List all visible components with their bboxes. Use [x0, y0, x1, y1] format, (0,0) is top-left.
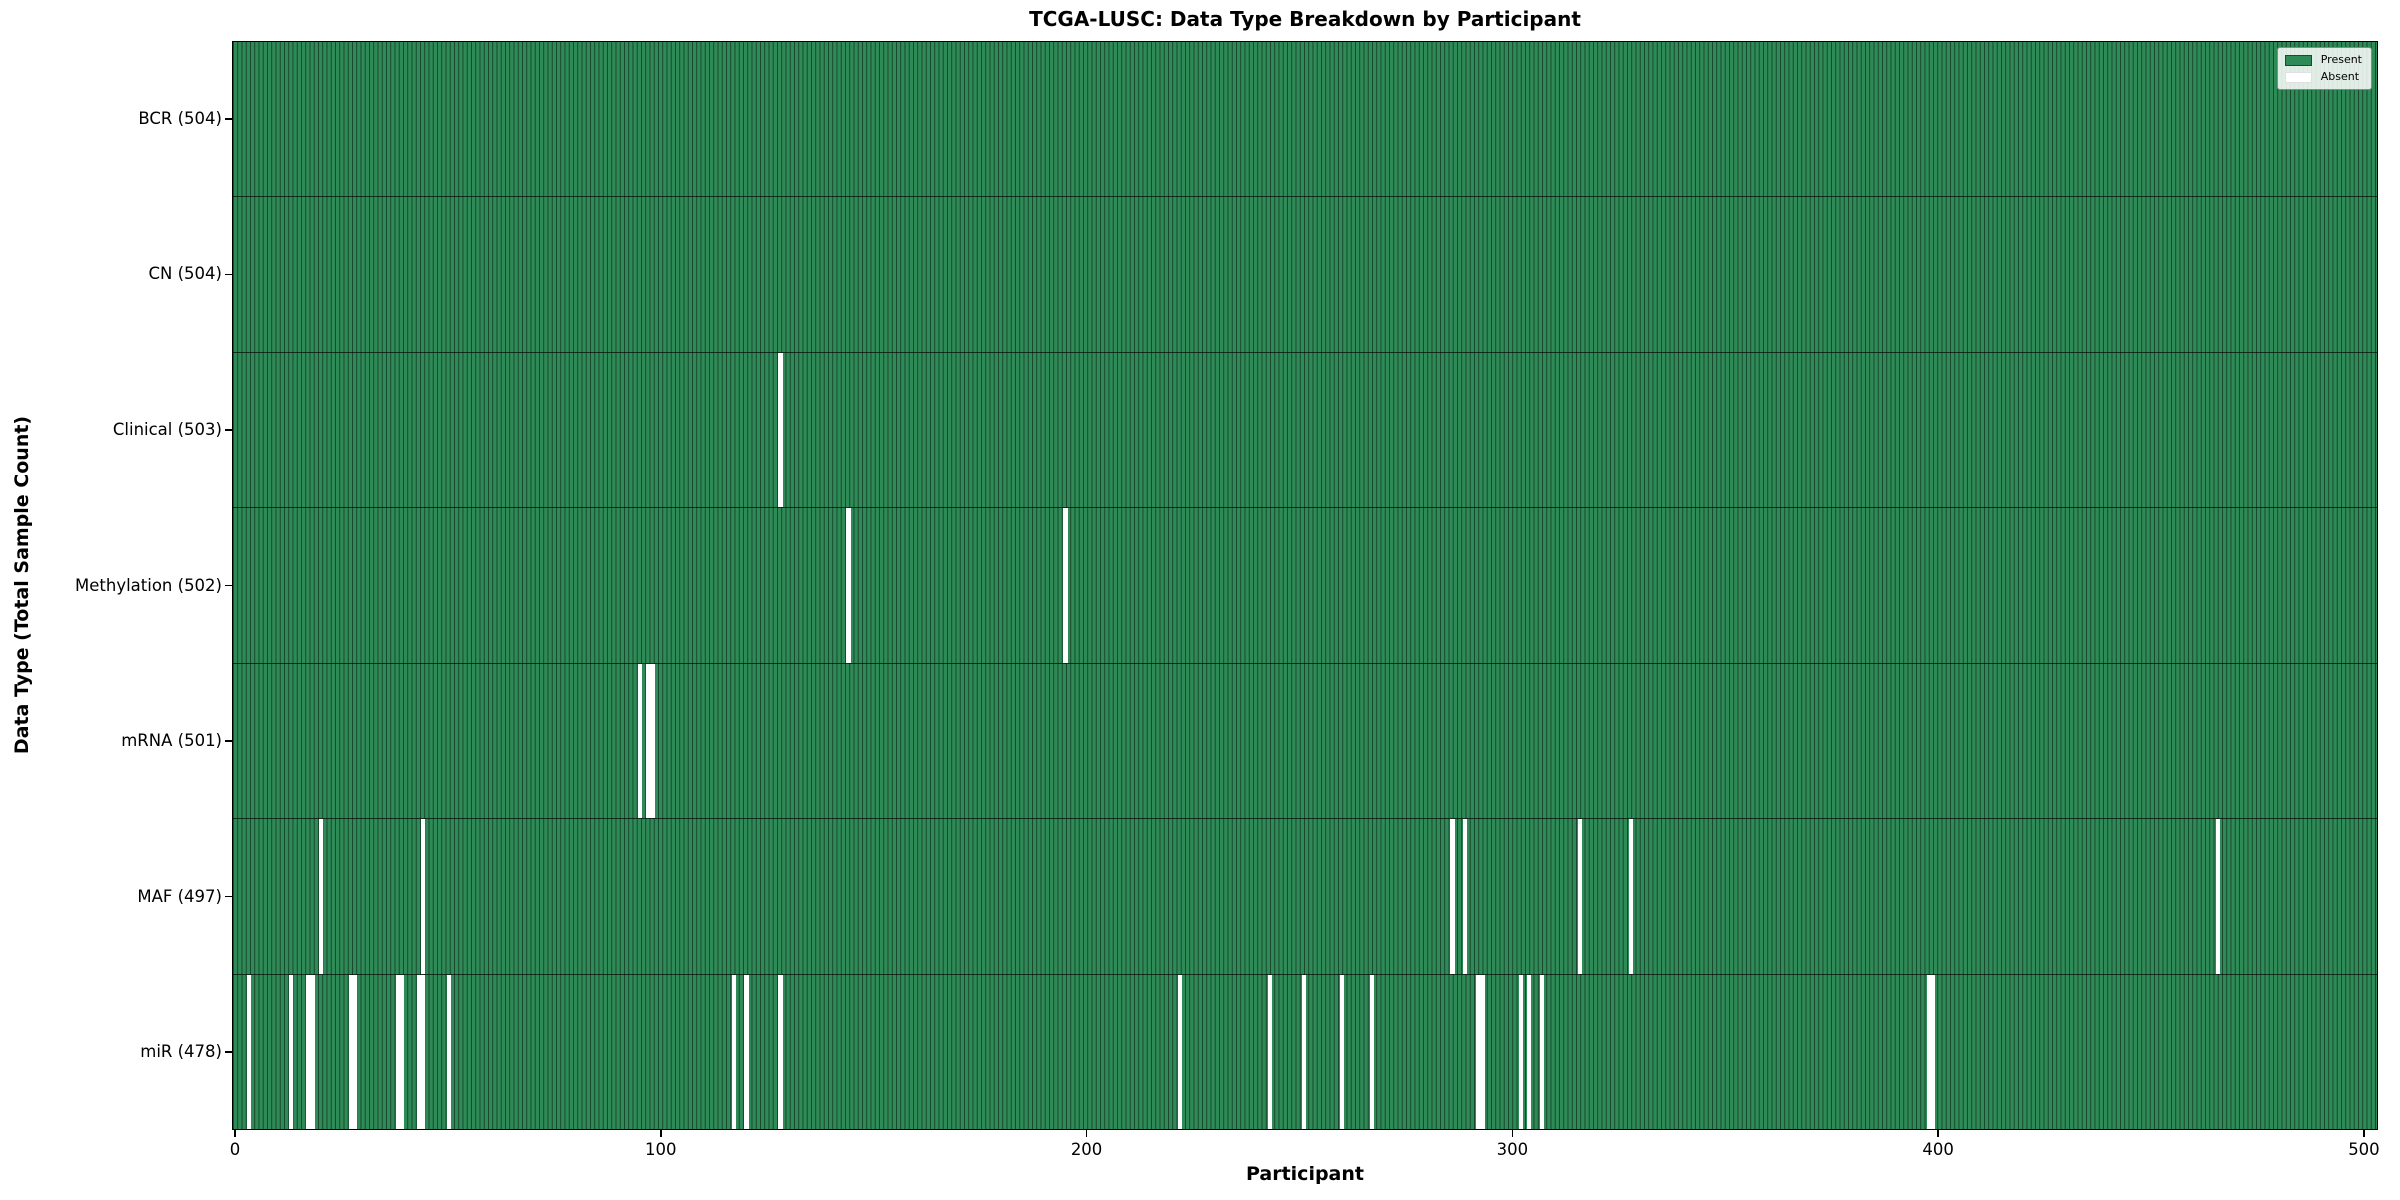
- absent-stripe: [646, 663, 651, 819]
- absent-stripe: [421, 974, 426, 1129]
- absent-stripe: [306, 974, 311, 1129]
- absent-stripe: [731, 974, 736, 1129]
- absent-stripe: [1926, 974, 1932, 1129]
- absent-stripe: [318, 819, 324, 974]
- heatmap-row-bcr: [233, 42, 2377, 198]
- heatmap-row-clinical: [233, 352, 2377, 509]
- absent-stripe: [846, 508, 851, 663]
- absent-stripe: [1539, 974, 1545, 1129]
- y-tick-mark: [225, 117, 232, 120]
- absent-stripe: [650, 663, 655, 819]
- x-tick-label-200: 200: [1070, 1140, 1103, 1159]
- x-tick-mark: [659, 1130, 662, 1137]
- legend-swatch-present-icon: [2284, 54, 2312, 66]
- y-tick-label-methylation: Methylation (502): [75, 575, 222, 595]
- y-tick-label-clinical: Clinical (503): [112, 419, 222, 439]
- x-tick-mark: [2363, 1130, 2365, 1137]
- absent-stripe: [399, 974, 404, 1129]
- absent-stripe: [416, 974, 422, 1129]
- absent-stripe: [246, 974, 251, 1129]
- y-tick-label-mrna: mRNA (501): [121, 731, 222, 751]
- absent-stripe: [310, 974, 315, 1129]
- legend-label: Present: [2320, 53, 2362, 66]
- absent-stripe: [1527, 974, 1532, 1129]
- legend-item-absent: Absent: [2284, 70, 2362, 83]
- y-tick-mark: [225, 429, 232, 431]
- y-tick-mark: [225, 1051, 232, 1053]
- absent-stripe: [352, 974, 358, 1129]
- absent-stripe: [1629, 819, 1634, 974]
- x-axis-label: Participant: [1245, 1163, 1364, 1185]
- absent-stripe: [395, 974, 400, 1129]
- absent-stripe: [348, 974, 353, 1129]
- chart-title: TCGA-LUSC: Data Type Breakdown by Partic…: [1029, 7, 1581, 31]
- x-tick-mark: [1085, 1130, 1088, 1137]
- heatmap-row-cn: [233, 197, 2377, 353]
- absent-stripe: [1267, 974, 1272, 1129]
- x-tick-label-500: 500: [2348, 1140, 2380, 1159]
- absent-stripe: [1463, 819, 1468, 974]
- y-tick-label-mir: miR (478): [140, 1042, 222, 1062]
- absent-stripe: [289, 974, 294, 1129]
- heatmap-row-mrna: [233, 663, 2377, 820]
- absent-stripe: [1450, 819, 1455, 974]
- heatmap-row-mir: [233, 974, 2377, 1129]
- y-tick-mark: [225, 273, 232, 276]
- absent-stripe: [1476, 974, 1481, 1129]
- absent-stripe: [1518, 974, 1523, 1129]
- x-tick-label-400: 400: [1922, 1140, 1954, 1159]
- plot-area: Present Absent: [232, 41, 2378, 1130]
- absent-stripe: [1480, 974, 1485, 1129]
- heatmap-row-methylation: [233, 508, 2377, 664]
- y-tick-label-maf: MAF (497): [137, 886, 222, 906]
- x-tick-label-100: 100: [645, 1140, 677, 1159]
- legend-label: Absent: [2320, 70, 2360, 83]
- absent-stripe: [778, 974, 783, 1129]
- absent-stripe: [1578, 819, 1583, 974]
- legend: Present Absent: [2276, 47, 2372, 90]
- absent-stripe: [1369, 974, 1374, 1129]
- absent-stripe: [421, 819, 426, 974]
- absent-stripe: [637, 663, 643, 819]
- y-tick-mark: [225, 740, 232, 742]
- x-tick-mark: [1511, 1130, 1514, 1137]
- absent-stripe: [1339, 974, 1345, 1129]
- absent-stripe: [446, 974, 451, 1129]
- y-tick-mark: [225, 895, 232, 898]
- x-tick-mark: [1937, 1130, 1939, 1137]
- legend-swatch-absent-icon: [2284, 71, 2312, 83]
- x-tick-label-300: 300: [1496, 1140, 1529, 1159]
- y-tick-label-bcr: BCR (504): [138, 108, 222, 128]
- y-tick-mark: [225, 584, 232, 587]
- legend-item-present: Present: [2284, 53, 2362, 66]
- absent-stripe: [744, 974, 749, 1129]
- absent-stripe: [778, 352, 783, 508]
- absent-stripe: [1178, 974, 1183, 1129]
- heatmap-row-maf: [233, 819, 2377, 975]
- absent-stripe: [1301, 974, 1306, 1129]
- x-tick-mark: [234, 1130, 236, 1137]
- absent-stripe: [2216, 819, 2221, 974]
- y-tick-label-cn: CN (504): [148, 264, 222, 284]
- absent-stripe: [1931, 974, 1936, 1129]
- x-tick-label-0: 0: [229, 1140, 241, 1159]
- absent-stripe: [1063, 508, 1068, 663]
